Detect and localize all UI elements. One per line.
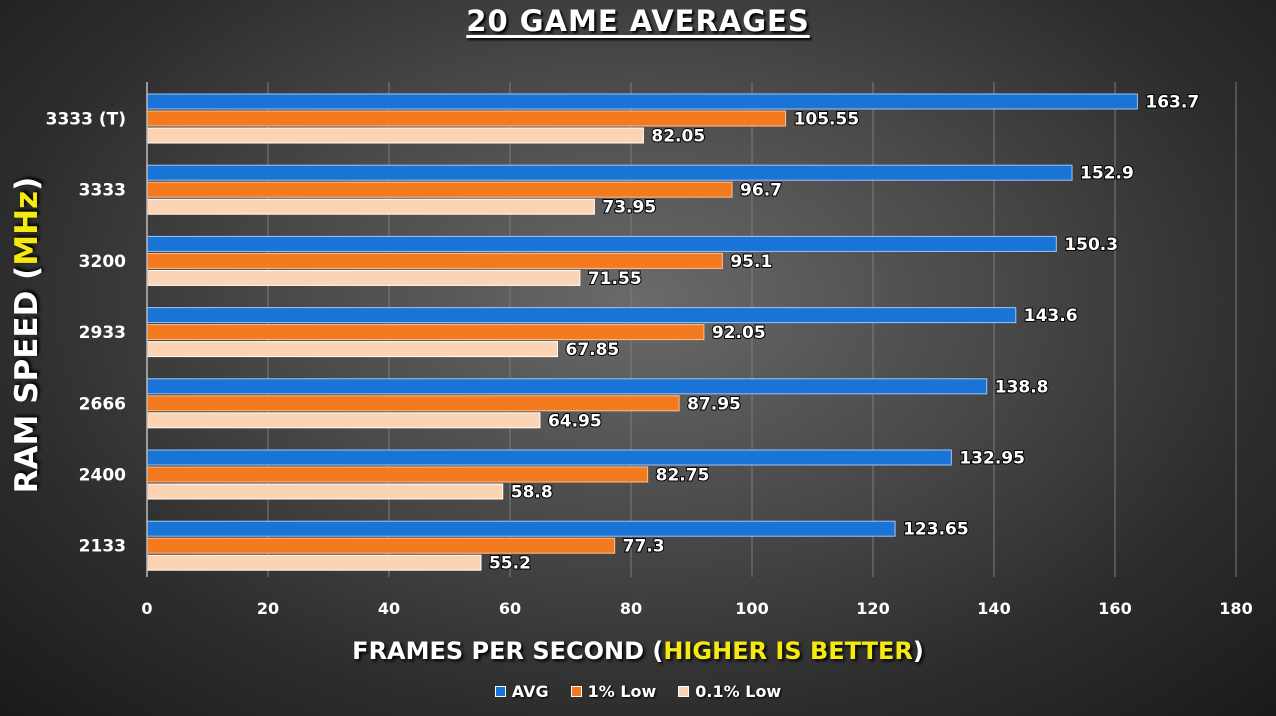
x-tick-label-80: 80	[620, 599, 642, 618]
data-label-avg-2: 150.3	[1064, 235, 1118, 255]
chart-title: 20 GAME AVERAGES	[466, 4, 810, 38]
data-label-01pct-low-4: 64.95	[548, 411, 602, 431]
data-label-01pct-low-5: 58.8	[511, 483, 553, 503]
data-label-avg-5: 132.95	[959, 449, 1025, 469]
data-label-01pct-low-0: 82.05	[651, 127, 705, 147]
data-label-avg-1: 152.9	[1080, 164, 1134, 184]
category-label-1: 3333	[79, 181, 126, 201]
bar-01pct-low-2	[146, 269, 581, 286]
bar-1pct-low-0	[146, 110, 787, 127]
x-tick-label-180: 180	[1219, 599, 1252, 618]
bar-avg-0	[146, 93, 1138, 110]
category-label-4: 2666	[79, 394, 126, 414]
legend-label-01pct-low: 0.1% Low	[695, 682, 782, 701]
bar-avg-5	[146, 449, 952, 466]
x-tick-label-60: 60	[499, 599, 521, 618]
x-tick-label-0: 0	[141, 599, 152, 618]
data-label-avg-3: 143.6	[1024, 306, 1078, 326]
bar-01pct-low-6	[146, 554, 482, 571]
x-tick-label-120: 120	[856, 599, 889, 618]
category-label-3: 2933	[79, 323, 126, 343]
legend-item-1pct-low: 1% Low	[570, 682, 657, 701]
data-label-1pct-low-0: 105.55	[794, 110, 860, 130]
bar-1pct-low-6	[146, 537, 616, 554]
data-label-1pct-low-5: 82.75	[656, 466, 710, 486]
legend-item-avg: AVG	[494, 682, 549, 701]
x-axis-label-end: )	[912, 637, 924, 665]
category-label-5: 2400	[79, 466, 126, 486]
x-tick-label-160: 160	[1098, 599, 1131, 618]
data-label-avg-6: 123.65	[903, 520, 969, 540]
bar-01pct-low-0	[146, 127, 644, 144]
data-label-1pct-low-3: 92.05	[712, 323, 766, 343]
bar-1pct-low-5	[146, 466, 649, 483]
bar-avg-2	[146, 235, 1057, 252]
bar-01pct-low-4	[146, 412, 541, 429]
x-axis-label-highlight: HIGHER IS BETTER	[663, 637, 913, 665]
x-tick-label-40: 40	[378, 599, 400, 618]
legend-swatch-avg	[494, 686, 506, 697]
data-label-01pct-low-1: 73.95	[602, 198, 656, 218]
legend-label-avg: AVG	[511, 682, 549, 701]
x-tick-label-20: 20	[257, 599, 279, 618]
chart-legend: AVG 1% Low 0.1% Low	[0, 682, 1276, 701]
data-label-01pct-low-6: 55.2	[489, 554, 531, 574]
data-label-1pct-low-4: 87.95	[687, 394, 741, 414]
bar-1pct-low-3	[146, 324, 705, 341]
bar-1pct-low-1	[146, 181, 733, 198]
bar-avg-3	[146, 307, 1017, 324]
data-label-avg-0: 163.7	[1145, 93, 1199, 113]
bar-1pct-low-4	[146, 395, 680, 412]
category-label-6: 2133	[79, 537, 126, 557]
data-label-1pct-low-6: 77.3	[623, 537, 665, 557]
legend-swatch-01pct-low	[678, 686, 690, 697]
bar-01pct-low-5	[146, 483, 504, 500]
legend-item-01pct-low: 0.1% Low	[678, 682, 781, 701]
category-label-2: 3200	[79, 252, 126, 272]
bar-avg-4	[146, 378, 988, 395]
bar-avg-1	[146, 164, 1073, 181]
bar-1pct-low-2	[146, 252, 723, 269]
x-axis-label-main: FRAMES PER SECOND (	[352, 637, 664, 665]
x-tick-label-140: 140	[977, 599, 1010, 618]
data-label-1pct-low-2: 95.1	[730, 252, 772, 272]
data-label-01pct-low-2: 71.55	[588, 269, 642, 289]
data-label-01pct-low-3: 67.85	[565, 340, 619, 360]
x-tick-label-100: 100	[735, 599, 768, 618]
legend-swatch-1pct-low	[570, 686, 582, 697]
data-label-1pct-low-1: 96.7	[740, 181, 782, 201]
x-axis-label: FRAMES PER SECOND (HIGHER IS BETTER)	[0, 637, 1276, 665]
bar-01pct-low-1	[146, 198, 595, 215]
category-label-0: 3333 (T)	[46, 110, 126, 130]
bar-avg-6	[146, 520, 896, 537]
data-label-avg-4: 138.8	[995, 377, 1049, 397]
bar-01pct-low-3	[146, 341, 558, 358]
legend-label-1pct-low: 1% Low	[587, 682, 657, 701]
